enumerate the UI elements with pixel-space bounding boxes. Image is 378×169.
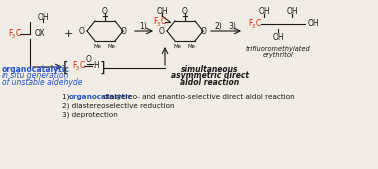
Text: 1): 1) bbox=[62, 94, 71, 100]
Text: F: F bbox=[153, 18, 157, 27]
Text: 3): 3) bbox=[228, 21, 236, 30]
Text: C: C bbox=[16, 30, 21, 39]
Text: ]: ] bbox=[99, 61, 105, 75]
Text: Me: Me bbox=[108, 44, 116, 50]
Text: H: H bbox=[93, 62, 99, 70]
Text: diastereo- and enantio-selective direct aldol reaction: diastereo- and enantio-selective direct … bbox=[101, 94, 294, 100]
Text: O: O bbox=[159, 27, 165, 35]
Text: OH: OH bbox=[258, 6, 270, 16]
Text: situ generation: situ generation bbox=[8, 71, 68, 80]
Text: organocatalytic: organocatalytic bbox=[2, 65, 70, 74]
Text: 1): 1) bbox=[139, 21, 147, 30]
Text: F: F bbox=[8, 30, 12, 39]
Text: Me: Me bbox=[188, 44, 196, 50]
Text: of unstable aldehyde: of unstable aldehyde bbox=[2, 78, 82, 88]
Text: trifluoromethylated: trifluoromethylated bbox=[246, 46, 310, 52]
Text: asymmetric direct: asymmetric direct bbox=[171, 71, 249, 80]
Text: OH: OH bbox=[37, 13, 49, 21]
Text: 3: 3 bbox=[76, 66, 79, 71]
Text: O: O bbox=[79, 27, 85, 35]
Text: simultaneous: simultaneous bbox=[181, 65, 239, 74]
Text: O: O bbox=[86, 55, 92, 65]
Text: 3: 3 bbox=[157, 22, 160, 28]
Text: OX: OX bbox=[35, 30, 46, 39]
Text: Me: Me bbox=[94, 44, 102, 50]
Text: OH: OH bbox=[308, 19, 320, 29]
Text: aldol reaction: aldol reaction bbox=[180, 78, 240, 88]
Text: C: C bbox=[161, 18, 166, 27]
Text: Me: Me bbox=[174, 44, 182, 50]
Text: 3: 3 bbox=[12, 34, 15, 40]
Text: erythritol: erythritol bbox=[263, 52, 293, 58]
Text: OH: OH bbox=[272, 32, 284, 42]
Text: F: F bbox=[72, 62, 76, 70]
Text: OH: OH bbox=[286, 6, 298, 16]
Text: 2): 2) bbox=[214, 21, 222, 30]
Text: 2) diastereoselective reduction: 2) diastereoselective reduction bbox=[62, 103, 175, 109]
Text: O: O bbox=[102, 6, 108, 16]
Text: O: O bbox=[121, 27, 127, 35]
Text: in: in bbox=[2, 71, 9, 80]
Text: O: O bbox=[201, 27, 207, 35]
Text: C: C bbox=[80, 62, 85, 70]
Text: C: C bbox=[256, 19, 261, 29]
Text: 3: 3 bbox=[252, 25, 255, 30]
Text: +: + bbox=[63, 29, 73, 39]
Text: O: O bbox=[182, 6, 188, 16]
Text: [: [ bbox=[62, 61, 68, 75]
Text: F: F bbox=[248, 19, 253, 29]
Text: 3) deprotection: 3) deprotection bbox=[62, 112, 118, 118]
Text: organocatalytic: organocatalytic bbox=[68, 94, 132, 100]
Text: OH: OH bbox=[156, 6, 168, 16]
